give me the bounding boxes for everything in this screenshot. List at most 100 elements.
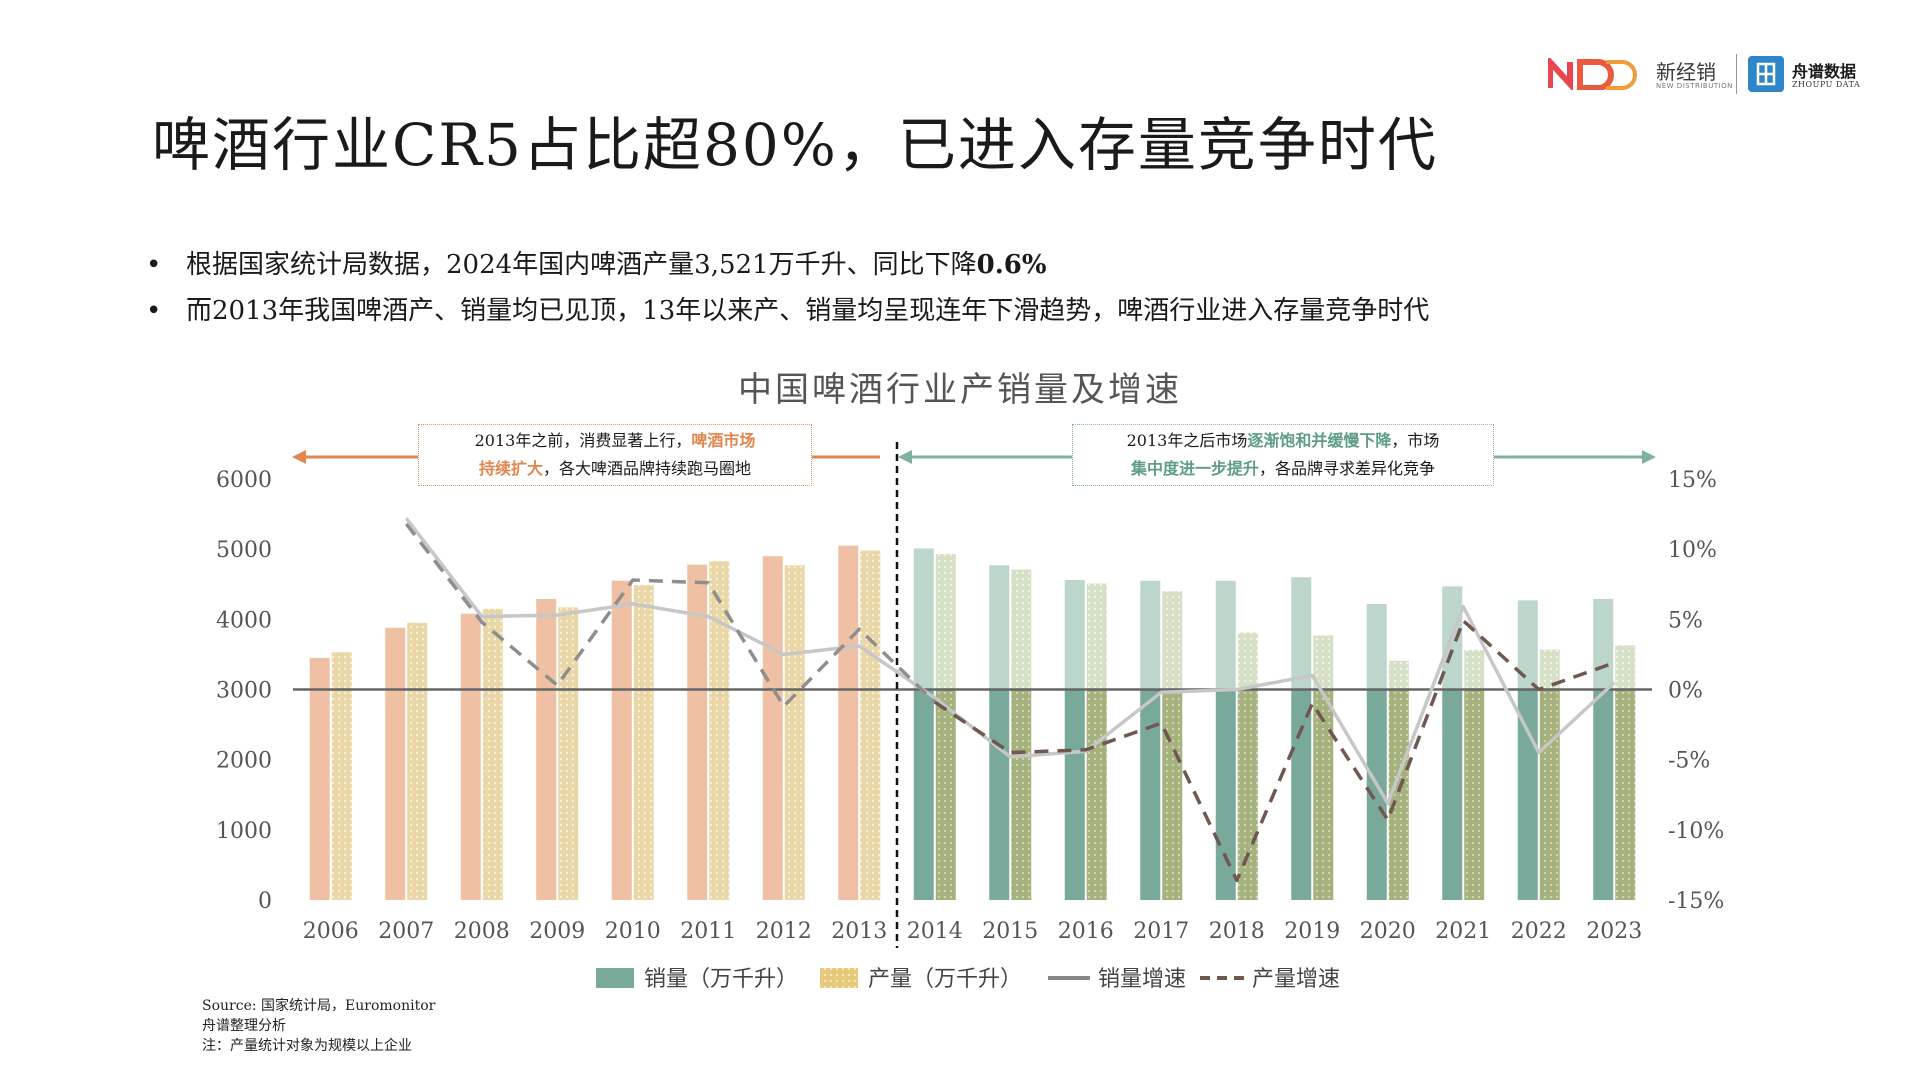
x-tick-label: 2022 bbox=[1511, 919, 1567, 944]
zhoupu-logo-icon bbox=[1748, 56, 1784, 92]
sales-bar-lower bbox=[1140, 689, 1161, 900]
legend-label-sales: 销量（万千升） bbox=[644, 967, 798, 992]
sales-bar bbox=[309, 657, 330, 900]
sales-bar-lower bbox=[1064, 689, 1085, 900]
sales-bar-lower bbox=[913, 689, 934, 900]
logos: 新经销 NEW DISTRIBUTION 舟谱数据 ZHOUPU DATA bbox=[1548, 52, 1888, 96]
y-right-tick-label: -5% bbox=[1668, 749, 1710, 774]
bullet-text: 根据国家统计局数据，2024年国内啤酒产量3,521万千升、同比下降 bbox=[186, 250, 977, 280]
sales-bar bbox=[687, 564, 708, 900]
x-tick-label: 2021 bbox=[1435, 919, 1491, 944]
bullet-bold-value: 0.6% bbox=[976, 250, 1047, 280]
sales-bar bbox=[1291, 577, 1312, 690]
production-bar bbox=[1162, 591, 1183, 690]
anno-left-text-a: 2013年之前，消费显著上行， bbox=[474, 431, 692, 450]
x-tick-label: 2009 bbox=[529, 919, 585, 944]
y-left-tick-label: 5000 bbox=[216, 538, 272, 563]
zhoupu-logo-name: 舟谱数据 bbox=[1792, 62, 1857, 81]
y-right-tick-label: 15% bbox=[1668, 468, 1717, 493]
annotation-post-2013: 2013年之后市场逐渐饱和并缓慢下降，市场 集中度进一步提升，各品牌寻求差异化竞… bbox=[1072, 424, 1494, 486]
sales-bar bbox=[1215, 580, 1236, 690]
x-tick-label: 2020 bbox=[1360, 919, 1416, 944]
production-growth-line bbox=[404, 522, 937, 709]
new-distribution-logo-icon bbox=[1548, 58, 1637, 90]
anno-right-highlight-2: 集中度进一步提升 bbox=[1130, 459, 1259, 478]
legend-swatch-sales bbox=[596, 968, 634, 988]
new-distribution-logo-name: 新经销 bbox=[1656, 60, 1716, 84]
arrow-left-icon bbox=[292, 450, 306, 464]
production-bar-lower bbox=[935, 689, 956, 900]
annotation-pre-2013: 2013年之前，消费显著上行，啤酒市场 持续扩大，各大啤酒品牌持续跑马圈地 bbox=[418, 424, 812, 486]
x-tick-label: 2023 bbox=[1586, 919, 1642, 944]
sales-bar bbox=[1064, 580, 1085, 690]
sales-bar-lower bbox=[1593, 689, 1614, 900]
x-tick-label: 2006 bbox=[303, 919, 359, 944]
sales-bar bbox=[1366, 603, 1387, 690]
bullet-text: 而2013年我国啤酒产、销量均已见顶，13年以来产、销量均呈现连年下滑趋势，啤酒… bbox=[186, 296, 1430, 326]
production-bar-lower bbox=[1388, 689, 1409, 900]
production-bar bbox=[860, 550, 881, 900]
legend-label-production-growth: 产量增速 bbox=[1252, 967, 1340, 992]
x-tick-label: 2014 bbox=[907, 919, 963, 944]
new-distribution-logo-sub: NEW DISTRIBUTION bbox=[1656, 82, 1733, 90]
anno-left-highlight-2: 持续扩大 bbox=[478, 459, 543, 478]
bullet-list: 根据国家统计局数据，2024年国内啤酒产量3,521万千升、同比下降0.6% 而… bbox=[146, 242, 1429, 334]
bullet-item: 根据国家统计局数据，2024年国内啤酒产量3,521万千升、同比下降0.6% bbox=[146, 242, 1429, 288]
x-tick-label: 2017 bbox=[1133, 919, 1189, 944]
legend-swatch-production bbox=[820, 968, 858, 988]
sales-bar bbox=[611, 580, 632, 900]
bars-group bbox=[309, 545, 1636, 900]
x-tick-label: 2007 bbox=[378, 919, 434, 944]
x-tick-label: 2010 bbox=[605, 919, 661, 944]
sales-bar-lower bbox=[1215, 689, 1236, 900]
sales-bar bbox=[913, 548, 934, 690]
production-bar bbox=[558, 607, 579, 900]
source-notes: Source: 国家统计局，Euromonitor 舟谱整理分析 注：产量统计对… bbox=[202, 996, 435, 1056]
y-right-tick-label: 10% bbox=[1668, 538, 1717, 563]
production-bar bbox=[784, 565, 805, 900]
legend-group: 销量（万千升） 产量（万千升） 销量增速 产量增速 bbox=[596, 967, 1340, 992]
y-right-tick-label: -10% bbox=[1668, 819, 1724, 844]
sales-bar bbox=[1517, 600, 1538, 690]
x-tick-label: 2008 bbox=[454, 919, 510, 944]
legend-label-production: 产量（万千升） bbox=[868, 967, 1022, 992]
production-bar bbox=[935, 554, 956, 690]
production-bar bbox=[331, 652, 352, 900]
legend-label-sales-growth: 销量增速 bbox=[1098, 967, 1186, 992]
anno-right-highlight-1: 逐渐饱和并缓慢下降 bbox=[1247, 431, 1392, 450]
sales-growth-line bbox=[933, 604, 1616, 805]
x-tick-label: 2013 bbox=[831, 919, 887, 944]
y-left-tick-label: 0 bbox=[258, 889, 272, 914]
sales-bar-lower bbox=[1442, 689, 1463, 900]
sales-bar-lower bbox=[989, 689, 1010, 900]
chart-title: 中国啤酒行业产销量及增速 bbox=[738, 370, 1182, 410]
production-growth-line bbox=[933, 618, 1615, 883]
source-line: Source: 国家统计局，Euromonitor bbox=[202, 998, 436, 1014]
production-bar bbox=[1615, 645, 1636, 690]
ticks-group: 2006 2007 2008 2009 2010 2011 2012 2013 2014 2015… bbox=[216, 468, 1724, 944]
sales-bar bbox=[989, 565, 1010, 690]
x-tick-label: 2015 bbox=[982, 919, 1038, 944]
source-line: 舟谱整理分析 bbox=[202, 1018, 286, 1034]
sales-bar bbox=[536, 598, 557, 900]
production-bar bbox=[709, 561, 730, 900]
arrow-right-end-icon bbox=[1642, 450, 1656, 464]
x-tick-label: 2018 bbox=[1209, 919, 1265, 944]
production-bar-lower bbox=[1162, 689, 1183, 900]
x-tick-label: 2012 bbox=[756, 919, 812, 944]
sales-bar bbox=[838, 545, 859, 900]
bullet-item: 而2013年我国啤酒产、销量均已见顶，13年以来产、销量均呈现连年下滑趋势，啤酒… bbox=[146, 288, 1429, 334]
y-left-tick-label: 4000 bbox=[216, 608, 272, 633]
production-bar bbox=[1011, 569, 1032, 690]
sales-bar bbox=[762, 556, 783, 900]
production-bar-lower bbox=[1086, 689, 1107, 900]
anno-left-text-b: ，各大啤酒品牌持续跑马圈地 bbox=[543, 459, 752, 478]
production-bar bbox=[1237, 632, 1258, 690]
production-bar-lower bbox=[1011, 689, 1032, 900]
anno-right-text-b: ，市场 bbox=[1391, 431, 1440, 450]
production-bar bbox=[1388, 660, 1409, 690]
production-bar bbox=[1464, 650, 1485, 690]
x-tick-label: 2019 bbox=[1284, 919, 1340, 944]
sales-bar bbox=[385, 627, 406, 900]
